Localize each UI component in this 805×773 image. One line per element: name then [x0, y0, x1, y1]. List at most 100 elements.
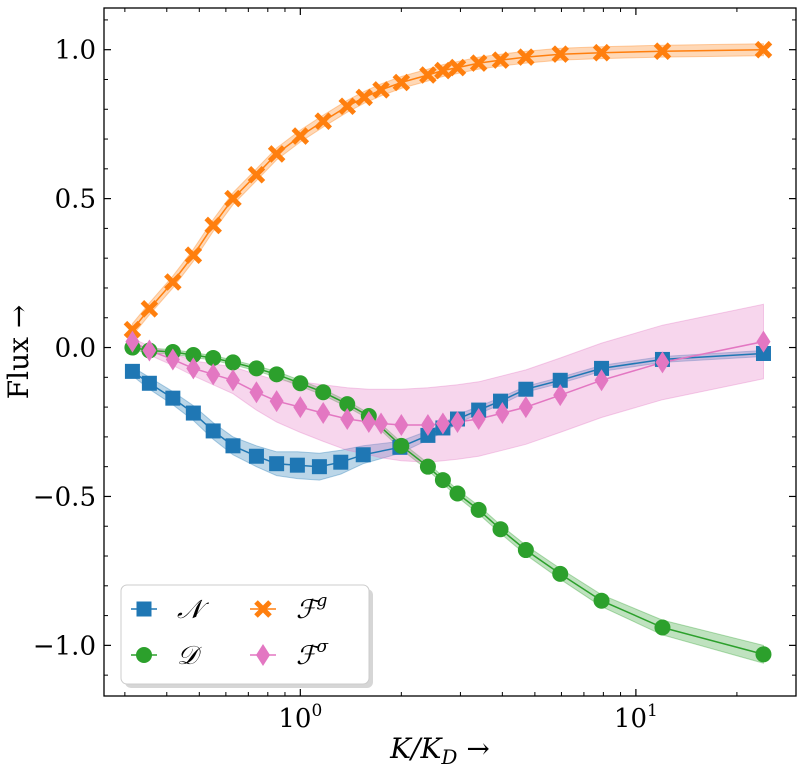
- point-F_sigma: [186, 357, 201, 380]
- point-F_g: [164, 273, 182, 291]
- point-F_sigma: [165, 348, 180, 371]
- point-D: [205, 349, 222, 366]
- legend-marker-D: [136, 647, 152, 663]
- point-N: [755, 345, 771, 361]
- point-F_g: [372, 81, 390, 99]
- point-N: [269, 456, 285, 472]
- legend-marker-F_g: [254, 600, 272, 618]
- point-D: [315, 384, 332, 401]
- point-D: [185, 346, 202, 363]
- point-D: [419, 458, 436, 475]
- point-D: [755, 646, 772, 663]
- point-F_sigma: [553, 384, 568, 407]
- y-tick-label: 1.0: [55, 36, 96, 66]
- point-F_g: [247, 166, 266, 184]
- point-N: [518, 381, 534, 397]
- point-F_g: [448, 58, 467, 77]
- point-F_g: [653, 42, 672, 60]
- y-tick-label: −1.0: [33, 631, 96, 661]
- point-F_sigma: [495, 402, 510, 425]
- point-F_sigma: [420, 413, 435, 436]
- point-F_sigma: [249, 381, 264, 404]
- point-F_sigma: [594, 369, 609, 392]
- point-D: [492, 521, 509, 538]
- point-F_sigma: [206, 363, 221, 386]
- point-F_sigma: [394, 413, 409, 436]
- legend-marker-F_sigma: [256, 644, 270, 666]
- point-F_g: [267, 145, 286, 163]
- point-F_sigma: [293, 396, 308, 419]
- y-tick-label: 0.0: [55, 334, 96, 364]
- point-F_sigma: [756, 330, 771, 353]
- point-F_g: [140, 300, 159, 318]
- point-F_sigma: [518, 396, 533, 419]
- point-F_g: [338, 97, 357, 116]
- point-N: [141, 375, 157, 391]
- point-D: [224, 354, 241, 371]
- legend-marker-N: [136, 601, 152, 617]
- point-D: [449, 485, 466, 502]
- y-axis-label: Flux →: [2, 305, 35, 400]
- point-D: [593, 592, 610, 609]
- point-F_g: [184, 246, 203, 264]
- point-F_g: [419, 66, 437, 84]
- point-F_g: [291, 127, 310, 145]
- point-F_sigma: [340, 408, 355, 431]
- point-N: [185, 405, 201, 421]
- point-N: [289, 457, 305, 473]
- point-F_sigma: [374, 412, 389, 435]
- point-F_g: [491, 51, 510, 69]
- point-F_sigma: [269, 390, 284, 413]
- point-N: [225, 438, 241, 454]
- legend-label-F_sigma: ℱσ: [296, 637, 328, 671]
- point-F_g: [592, 43, 611, 62]
- legend-box: [120, 584, 370, 685]
- point-F_g: [123, 320, 142, 339]
- point-F_g: [754, 40, 773, 59]
- point-D: [552, 565, 569, 582]
- point-F_g: [392, 73, 411, 92]
- y-tick-label: 0.5: [55, 185, 96, 215]
- point-N: [205, 423, 221, 439]
- point-F_g: [355, 88, 373, 107]
- x-tick-label: 101: [614, 701, 658, 734]
- point-F_sigma: [435, 412, 450, 435]
- point-F_g: [224, 189, 242, 208]
- point-F_g: [314, 112, 332, 130]
- y-tick-label: −0.5: [33, 482, 96, 512]
- point-N: [124, 363, 140, 379]
- point-D: [292, 375, 309, 392]
- point-N: [311, 459, 327, 475]
- point-F_g: [434, 61, 452, 80]
- x-tick-label: 100: [278, 701, 322, 734]
- point-F_sigma: [655, 351, 670, 374]
- point-N: [248, 448, 264, 464]
- point-F_sigma: [361, 410, 376, 433]
- point-N: [493, 393, 509, 409]
- point-D: [434, 472, 451, 489]
- point-F_sigma: [471, 408, 486, 431]
- point-N: [165, 390, 181, 406]
- plot-frame: [103, 7, 797, 697]
- point-N: [552, 372, 568, 388]
- point-D: [654, 619, 671, 636]
- point-D: [470, 501, 487, 518]
- point-D: [248, 360, 265, 377]
- axis-ticks: 1.0 0.5 0.0 −0.5 −1.0 100 101: [33, 8, 796, 734]
- x-axis-label: K/KD →: [389, 732, 490, 769]
- point-F_sigma: [225, 369, 240, 392]
- point-F_sigma: [125, 330, 140, 353]
- point-N: [594, 360, 610, 376]
- point-F_sigma: [142, 339, 157, 362]
- point-N: [333, 454, 349, 470]
- point-D: [268, 366, 285, 383]
- line-F_g: [131, 48, 764, 331]
- band-F_g: [131, 43, 764, 338]
- point-D: [339, 396, 356, 413]
- point-N: [355, 447, 371, 463]
- point-F_g: [469, 54, 488, 72]
- point-D: [517, 542, 534, 559]
